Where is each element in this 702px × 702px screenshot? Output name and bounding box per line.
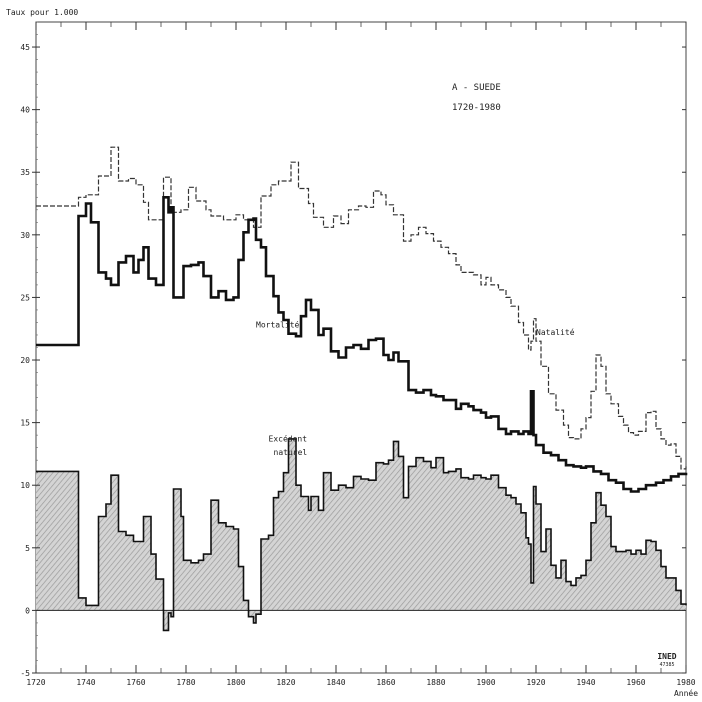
annotations-layer: Mortalité Natalité Excédent naturel bbox=[256, 319, 575, 457]
y-tick-label: 45 bbox=[20, 43, 30, 52]
y-tick-label: 40 bbox=[20, 106, 30, 115]
series-line-natalit bbox=[36, 146, 687, 470]
y-tick-label: 5 bbox=[25, 544, 30, 553]
logo-number: 47385 bbox=[659, 662, 674, 668]
chart-title: A - SUEDE bbox=[452, 83, 501, 93]
y-tick-label: 15 bbox=[20, 419, 30, 428]
annotation-label: Mortalité bbox=[256, 319, 300, 329]
y-tick-label: 20 bbox=[20, 356, 30, 365]
x-axis-label: Année bbox=[674, 688, 698, 698]
x-tick-label: 1760 bbox=[126, 678, 145, 687]
annotation-label: Natalité bbox=[536, 327, 575, 337]
ticks-layer: -5 0 5 10 15 20 25 30 35 40 45 1720 1740 1760 1780 1800… bbox=[20, 21, 696, 687]
logo-text: INED bbox=[657, 652, 676, 661]
x-tick-label: 1880 bbox=[426, 678, 445, 687]
x-tick-label: 1720 bbox=[26, 678, 45, 687]
y-axis-label: Taux pour 1.000 bbox=[6, 8, 78, 17]
series-layer bbox=[36, 146, 688, 632]
ined-logo: INED 47385 bbox=[657, 652, 676, 668]
annotation-label: naturel bbox=[274, 448, 308, 457]
excedent-layer bbox=[36, 438, 686, 631]
annotation-label: Excédent bbox=[269, 433, 308, 443]
y-tick-label: 30 bbox=[20, 231, 30, 240]
chart-subtitle: 1720-1980 bbox=[452, 103, 501, 113]
y-tick-label: 25 bbox=[20, 293, 30, 302]
y-tick-label: -5 bbox=[20, 669, 30, 678]
x-tick-label: 1960 bbox=[626, 678, 645, 687]
series-line-exc-dent-naturel bbox=[36, 438, 687, 632]
x-tick-label: 1920 bbox=[526, 678, 545, 687]
x-tick-label: 1940 bbox=[576, 678, 595, 687]
x-tick-label: 1980 bbox=[676, 678, 695, 687]
x-tick-label: 1820 bbox=[276, 678, 295, 687]
x-tick-label: 1780 bbox=[176, 678, 195, 687]
x-tick-label: 1740 bbox=[76, 678, 95, 687]
series-line-mortalit bbox=[36, 196, 688, 493]
x-tick-label: 1840 bbox=[326, 678, 345, 687]
x-tick-label: 1900 bbox=[476, 678, 495, 687]
x-tick-label: 1800 bbox=[226, 678, 245, 687]
y-tick-label: 10 bbox=[20, 481, 30, 490]
x-tick-label: 1860 bbox=[376, 678, 395, 687]
y-tick-label: 0 bbox=[25, 606, 30, 615]
y-tick-label: 35 bbox=[20, 168, 30, 177]
excedent-naturel-area bbox=[36, 438, 686, 631]
